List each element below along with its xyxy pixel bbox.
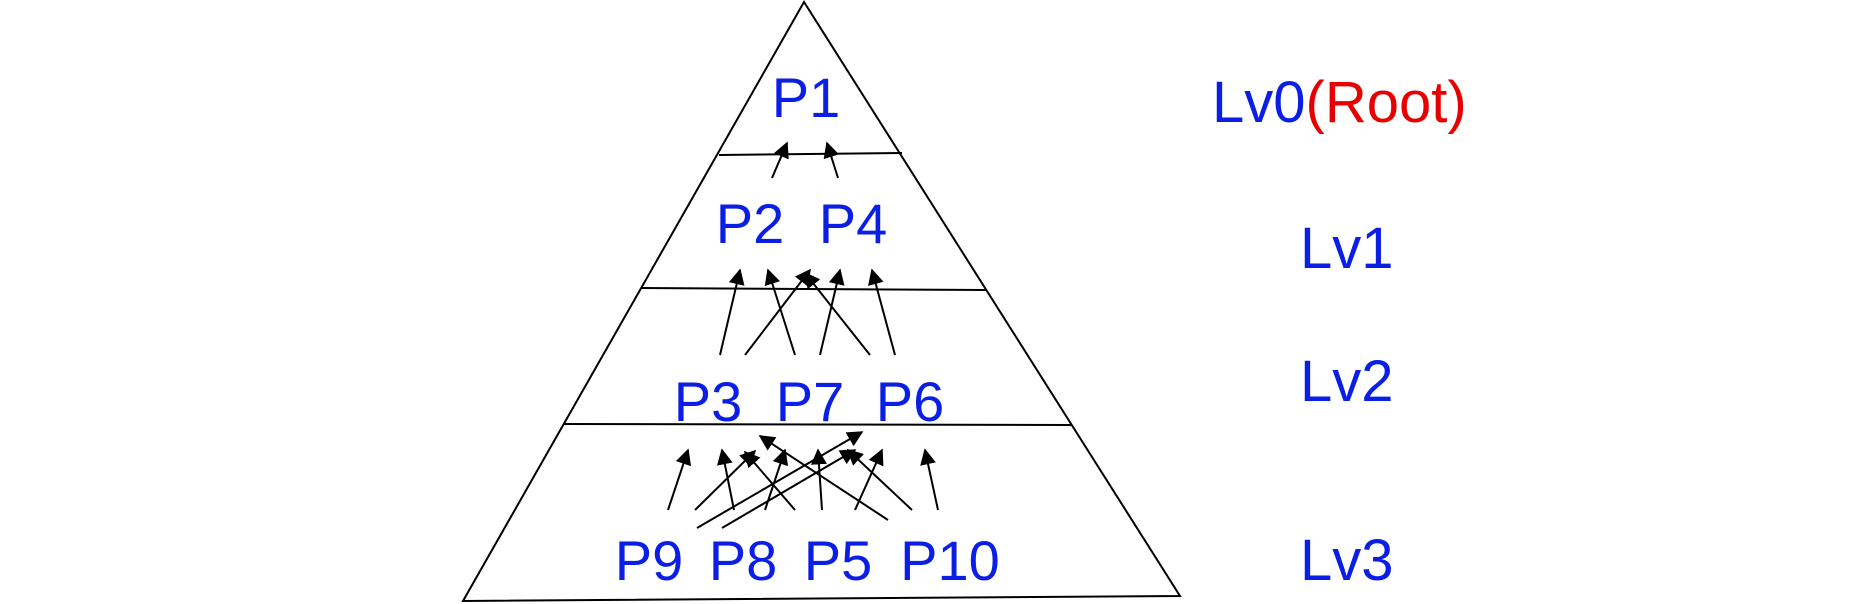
arrow xyxy=(716,448,735,511)
arrow xyxy=(920,448,939,511)
arrows-lv3-to-lv2 xyxy=(667,431,939,529)
node-p7: P7 xyxy=(776,370,845,433)
arrow xyxy=(823,141,839,179)
arrow xyxy=(846,448,913,511)
node-labels: P1 P2 P4 P3 P7 P6 P9 P8 P5 P10 xyxy=(615,66,1000,592)
pyramid-outline xyxy=(461,0,1182,603)
node-p9: P9 xyxy=(615,529,684,592)
node-p10: P10 xyxy=(900,529,1000,592)
divider-lv1-lv2 xyxy=(640,287,987,291)
level-lv0: Lv0(Root) xyxy=(1212,70,1467,135)
node-p5: P5 xyxy=(804,529,873,592)
arrow xyxy=(667,448,692,511)
arrow xyxy=(810,448,827,511)
level-labels: Lv0(Root) Lv1 Lv2 Lv3 xyxy=(1212,70,1467,593)
node-p2: P2 xyxy=(716,192,785,255)
level-lv3: Lv3 xyxy=(1300,528,1394,593)
level-lv1: Lv1 xyxy=(1300,216,1394,281)
node-p8: P8 xyxy=(709,529,778,592)
node-p6: P6 xyxy=(876,370,945,433)
arrow xyxy=(764,268,796,356)
level-lv2: Lv2 xyxy=(1300,349,1394,414)
arrow xyxy=(694,449,757,511)
arrow xyxy=(696,431,864,529)
arrow xyxy=(771,141,789,179)
level-lv0-root: (Root) xyxy=(1306,70,1467,135)
arrows-lv2-to-lv1 xyxy=(719,268,896,356)
arrow xyxy=(868,268,896,356)
arrow xyxy=(804,271,871,356)
node-p3: P3 xyxy=(674,370,743,433)
arrows-lv1-to-lv0 xyxy=(771,141,839,179)
level-lv0-name: Lv0 xyxy=(1212,70,1306,135)
arrow xyxy=(819,268,845,356)
arrow xyxy=(719,268,745,356)
divider-lv0-lv1 xyxy=(718,152,903,156)
arrow xyxy=(854,448,884,511)
arrow xyxy=(743,450,796,511)
arrow xyxy=(758,435,889,521)
node-p1: P1 xyxy=(772,66,841,129)
arrow xyxy=(721,449,857,529)
arrow xyxy=(744,268,811,356)
divider-lv2-lv3 xyxy=(562,423,1072,426)
node-p4: P4 xyxy=(819,192,888,255)
